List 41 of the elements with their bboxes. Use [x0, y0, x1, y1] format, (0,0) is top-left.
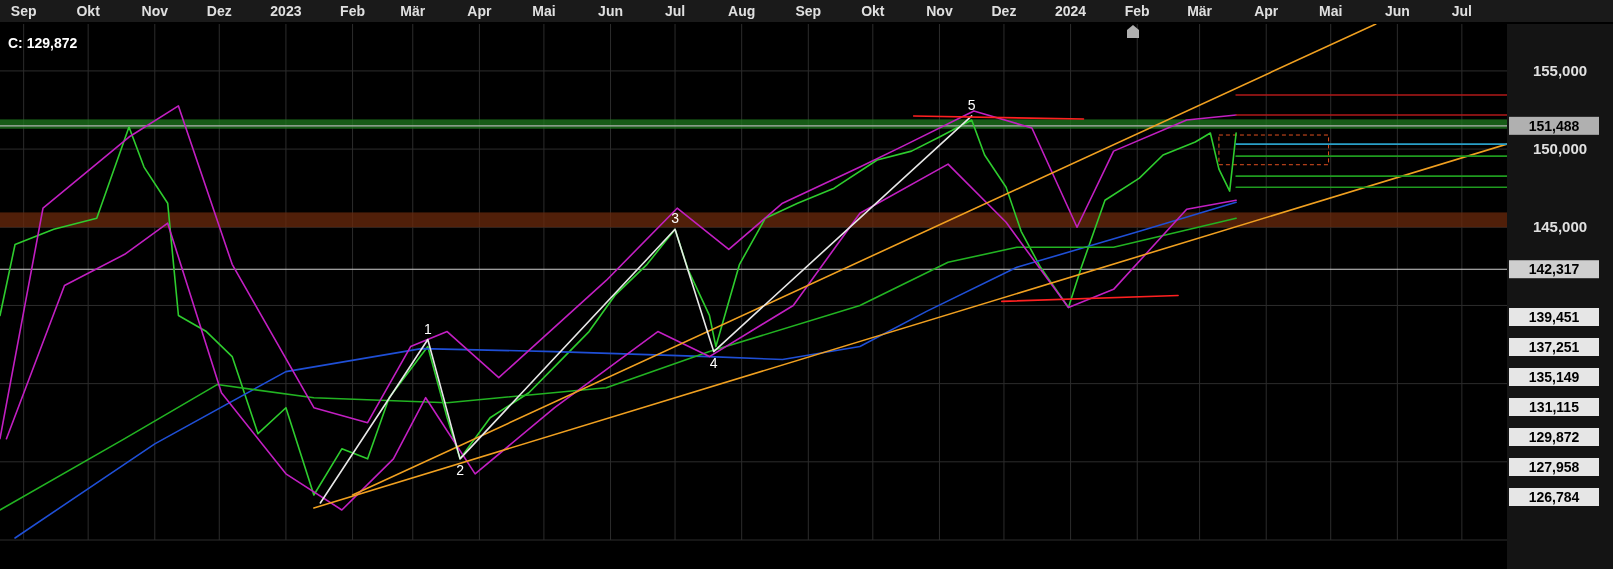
x-tick-label: Nov — [141, 3, 169, 19]
ref-line-label: 151,488 — [1528, 117, 1580, 134]
x-tick-label: Jul — [1451, 3, 1472, 19]
x-tick-label: Jun — [598, 3, 623, 19]
x-tick-label: 2024 — [1055, 3, 1087, 19]
annotation: 3 — [671, 210, 680, 227]
annotation: 5 — [967, 96, 976, 113]
text: 129,872 — [1528, 429, 1580, 445]
annotation: 2 — [456, 461, 465, 478]
x-tick-label: Dez — [991, 3, 1017, 19]
x-tick-label: Feb — [340, 3, 366, 19]
annotation: 4 — [709, 354, 718, 371]
x-tick-label: Dez — [206, 3, 232, 19]
x-tick-label: Feb — [1124, 3, 1150, 19]
x-tick-label: Mär — [400, 3, 426, 19]
x-tick-label: Mär — [1187, 3, 1213, 19]
annotation: C: 129,872 — [8, 35, 78, 51]
text: 137,251 — [1528, 339, 1580, 355]
annotation: 1 — [423, 320, 432, 337]
x-tick-label: Jun — [1384, 3, 1410, 19]
x-tick-label: Aug — [728, 3, 756, 19]
x-tick-label: Sep — [795, 3, 822, 19]
x-tick-label: Okt — [861, 3, 885, 19]
text: 139,451 — [1528, 309, 1580, 325]
x-tick-label: Jul — [664, 3, 686, 19]
text: 126,784 — [1528, 489, 1580, 505]
x-tick-label: Mai — [1319, 3, 1343, 19]
x-tick-label: Sep — [10, 3, 37, 19]
x-tick-label: Apr — [467, 3, 492, 19]
x-tick-label: Okt — [76, 3, 101, 19]
ref-line-label: 142,317 — [1528, 261, 1580, 278]
text: 135,149 — [1528, 369, 1580, 385]
text: 131,115 — [1529, 399, 1580, 415]
x-tick-label: Apr — [1254, 3, 1279, 19]
x-tick-label: 2023 — [270, 3, 302, 19]
x-tick-label: Nov — [926, 3, 953, 19]
text: 127,958 — [1528, 459, 1580, 475]
y-tick-label: 155,000 — [1532, 61, 1588, 79]
y-tick-label: 150,000 — [1532, 140, 1588, 158]
y-tick-label: 145,000 — [1532, 218, 1588, 236]
x-tick-label: Mai — [532, 3, 556, 19]
